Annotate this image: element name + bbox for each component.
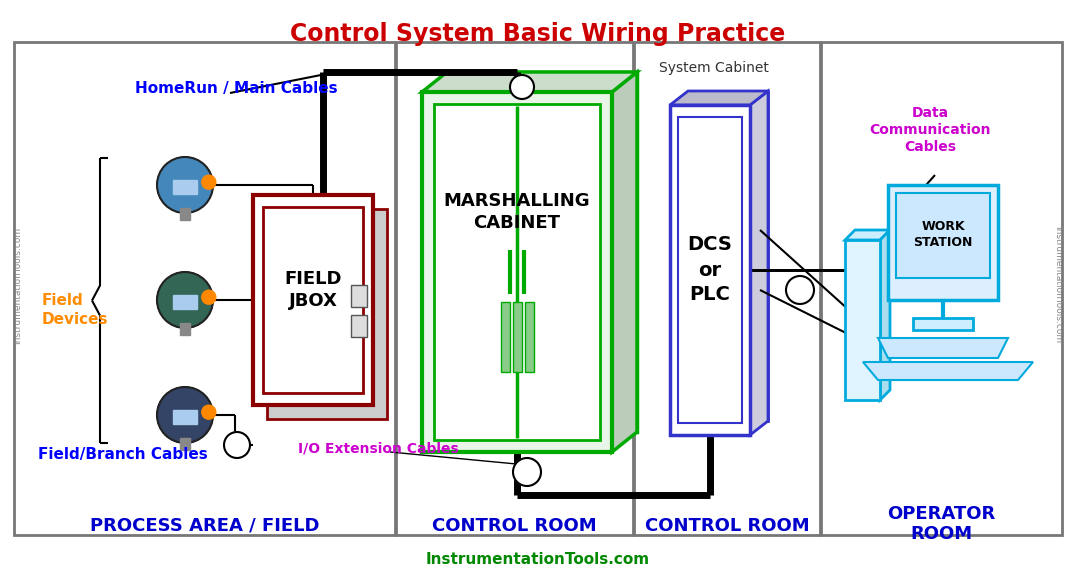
Bar (634, 42, 820, 535)
Bar (670, 105, 750, 435)
Text: I/O Extension Cables: I/O Extension Cables (298, 441, 458, 455)
Circle shape (202, 175, 216, 189)
Bar (422, 92, 612, 452)
Polygon shape (688, 91, 768, 421)
Polygon shape (863, 362, 1033, 380)
Circle shape (157, 272, 213, 328)
Polygon shape (845, 230, 890, 240)
Polygon shape (750, 91, 768, 435)
Text: DCS
or
PLC: DCS or PLC (688, 235, 733, 305)
Bar (14, 42, 395, 535)
Text: CONTROL ROOM: CONTROL ROOM (645, 517, 809, 535)
Text: FIELD
JBOX: FIELD JBOX (284, 270, 342, 310)
Text: InstrumentationTools.com: InstrumentationTools.com (426, 552, 650, 567)
Bar (173, 180, 197, 194)
Bar (845, 240, 880, 400)
Bar (513, 302, 522, 372)
Bar (253, 195, 373, 405)
Circle shape (513, 458, 541, 486)
Bar (914, 318, 973, 330)
Bar (180, 208, 190, 220)
Bar (351, 285, 367, 307)
Polygon shape (612, 72, 637, 452)
Bar (180, 438, 190, 450)
Bar (888, 185, 999, 300)
Bar (173, 410, 197, 424)
Circle shape (157, 387, 213, 443)
Bar (821, 42, 1062, 535)
Bar (434, 104, 600, 440)
Polygon shape (422, 72, 637, 92)
Bar (678, 117, 742, 423)
Text: System Cabinet: System Cabinet (660, 61, 769, 75)
Bar (351, 315, 367, 337)
Polygon shape (670, 91, 768, 105)
Polygon shape (447, 72, 637, 432)
Bar (180, 323, 190, 335)
Text: HomeRun / Main Cables: HomeRun / Main Cables (134, 80, 338, 95)
Bar (396, 42, 633, 535)
Polygon shape (880, 230, 890, 400)
Text: Control System Basic Wiring Practice: Control System Basic Wiring Practice (291, 22, 785, 46)
Polygon shape (878, 338, 1008, 358)
Bar (263, 207, 363, 393)
Bar (525, 302, 534, 372)
Text: MARSHALLING
CABINET: MARSHALLING CABINET (443, 192, 591, 232)
Circle shape (202, 405, 216, 419)
Circle shape (224, 432, 250, 458)
Bar (173, 295, 197, 309)
Circle shape (510, 75, 534, 99)
Bar (267, 209, 387, 419)
Text: InstrumentationTools.com: InstrumentationTools.com (14, 227, 23, 343)
Bar (501, 302, 510, 372)
Bar (896, 193, 990, 278)
Circle shape (202, 290, 216, 304)
Circle shape (157, 157, 213, 213)
Text: WORK
STATION: WORK STATION (914, 220, 973, 249)
Text: PROCESS AREA / FIELD: PROCESS AREA / FIELD (90, 517, 320, 535)
Circle shape (785, 276, 815, 304)
Text: InstrumentationTools.com: InstrumentationTools.com (1053, 227, 1062, 343)
Text: OPERATOR
ROOM: OPERATOR ROOM (887, 505, 995, 543)
Text: Field/Branch Cables: Field/Branch Cables (38, 447, 208, 462)
Text: Field
Devices: Field Devices (42, 293, 109, 327)
Text: CONTROL ROOM: CONTROL ROOM (431, 517, 596, 535)
Text: Data
Communication
Cables: Data Communication Cables (869, 106, 991, 154)
